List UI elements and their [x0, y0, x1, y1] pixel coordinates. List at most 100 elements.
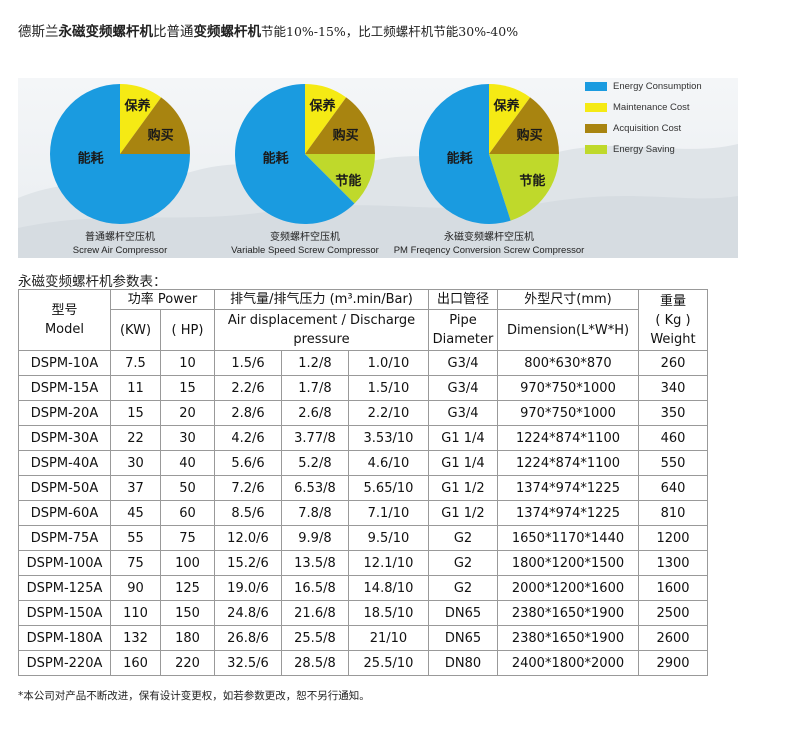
cell-kw: 45	[110, 500, 161, 526]
cell-air-6bar: 2.8/6	[214, 400, 282, 426]
cell-kw: 15	[110, 400, 161, 426]
legend: Energy Consumption Maintenance Cost Acqu…	[585, 76, 702, 160]
headline: 德斯兰永磁变频螺杆机比普通变频螺杆机节能10%-15%，比工频螺杆机节能30%-…	[18, 20, 518, 40]
pie-slice-label: 能耗	[447, 151, 473, 167]
cell-kw: 37	[110, 475, 161, 501]
cell-kw: 22	[110, 425, 161, 451]
cell-weight: 1300	[638, 550, 708, 576]
header-air-en-1: Air displacement / Discharge	[227, 313, 416, 328]
cell-model: DSPM-50A	[18, 475, 111, 501]
cell-dimension: 970*750*1000	[497, 400, 639, 426]
cell-pipe: G3/4	[428, 400, 498, 426]
header-pipe-en: Pipe Diameter	[428, 309, 498, 351]
cell-weight: 2500	[638, 600, 708, 626]
cell-weight: 810	[638, 500, 708, 526]
cell-dimension: 800*630*870	[497, 350, 639, 376]
cell-air-10bar: 14.8/10	[347, 575, 430, 601]
cell-kw: 110	[110, 600, 161, 626]
cell-dimension: 970*750*1000	[497, 375, 639, 401]
cell-hp: 40	[160, 450, 215, 476]
cell-air-8bar: 1.7/8	[280, 375, 349, 401]
cell-air-6bar: 12.0/6	[214, 525, 282, 551]
pie-slice-label: 节能	[335, 173, 361, 189]
table-row: DSPM-10A 7.5 10 1.5/6 1.2/8 1.0/10 G3/4 800*630…	[18, 350, 708, 376]
cell-pipe: DN80	[428, 650, 498, 676]
pie-caption-en: PM Freqency Conversion Screw Compressor	[394, 245, 585, 256]
cell-pipe: G3/4	[428, 350, 498, 376]
legend-swatch	[585, 124, 607, 133]
cell-kw: 55	[110, 525, 161, 551]
header-power: 功率 Power	[110, 289, 215, 310]
cell-air-6bar: 1.5/6	[214, 350, 282, 376]
cell-kw: 90	[110, 575, 161, 601]
pie-slice	[120, 84, 162, 154]
cell-air-8bar: 28.5/8	[280, 650, 349, 676]
cell-air-10bar: 9.5/10	[347, 525, 430, 551]
cell-air-8bar: 9.9/8	[280, 525, 349, 551]
cell-weight: 1200	[638, 525, 708, 551]
table-body: DSPM-10A 7.5 10 1.5/6 1.2/8 1.0/10 G3/4 800*630…	[18, 350, 708, 676]
cell-model: DSPM-100A	[18, 550, 111, 576]
pie-caption-en: Screw Air Compressor	[73, 245, 168, 256]
header-weight-cn: 重量	[659, 293, 686, 309]
pie-slice-label: 能耗	[78, 151, 104, 167]
cell-air-10bar: 18.5/10	[347, 600, 430, 626]
cell-air-10bar: 1.5/10	[347, 375, 430, 401]
cell-model: DSPM-75A	[18, 525, 111, 551]
cell-air-10bar: 25.5/10	[347, 650, 430, 676]
table-row: DSPM-50A 37 50 7.2/6 6.53/8 5.65/10 G1 1/2 1374…	[18, 475, 708, 501]
pie-slice-label: 保养	[308, 98, 336, 114]
cell-pipe: G2	[428, 525, 498, 551]
cell-air-8bar: 7.8/8	[280, 500, 349, 526]
header-air-cn: 排气量/排气压力 (m³.min/Bar)	[214, 289, 429, 310]
header-model-cn: 型号	[51, 303, 78, 318]
pie-slice-label: 节能	[519, 173, 545, 189]
cell-air-10bar: 5.65/10	[347, 475, 430, 501]
cell-hp: 150	[160, 600, 215, 626]
cell-air-6bar: 19.0/6	[214, 575, 282, 601]
cell-hp: 220	[160, 650, 215, 676]
cell-weight: 640	[638, 475, 708, 501]
cell-dimension: 2400*1800*2000	[497, 650, 639, 676]
cell-air-8bar: 5.2/8	[280, 450, 349, 476]
cell-air-6bar: 2.2/6	[214, 375, 282, 401]
header-model-en: Model	[44, 322, 85, 337]
pie-chart-banner: 保养 购买 能耗 普通螺杆空压机 Screw Air Compressor 保养 购买 节能 能…	[18, 78, 738, 258]
cell-hp: 60	[160, 500, 215, 526]
header-kw: (KW)	[110, 309, 161, 351]
cell-kw: 132	[110, 625, 161, 651]
cell-air-8bar: 3.77/8	[280, 425, 349, 451]
cell-weight: 340	[638, 375, 708, 401]
spec-table: 型号 Model 功率 Power 排气量/排气压力 (m³.min/Bar) 出…	[18, 289, 708, 676]
header-pipe-cn: 出口管径	[428, 289, 498, 310]
cell-dimension: 1374*974*1225	[497, 500, 639, 526]
cell-model: DSPM-125A	[18, 575, 111, 601]
cell-hp: 75	[160, 525, 215, 551]
cell-hp: 125	[160, 575, 215, 601]
cell-air-6bar: 8.5/6	[214, 500, 282, 526]
cell-dimension: 2380*1650*1900	[497, 600, 639, 626]
cell-dimension: 1224*874*1100	[497, 425, 639, 451]
cell-pipe: G3/4	[428, 375, 498, 401]
cell-air-8bar: 2.6/8	[280, 400, 349, 426]
cell-dimension: 1650*1170*1440	[497, 525, 639, 551]
header-model: 型号 Model	[18, 289, 111, 351]
cell-air-10bar: 1.0/10	[347, 350, 430, 376]
cell-model: DSPM-40A	[18, 450, 111, 476]
headline-compare: 比普通	[153, 24, 194, 40]
cell-weight: 1600	[638, 575, 708, 601]
cell-air-6bar: 32.5/6	[214, 650, 282, 676]
table-row: DSPM-180A 132 180 26.8/6 25.5/8 21/10 DN65 2380…	[18, 625, 708, 651]
cell-dimension: 2000*1200*1600	[497, 575, 639, 601]
headline-saving: 节能10%-15%，比工频螺杆机节能30%-40%	[261, 24, 519, 39]
pie-slice	[120, 97, 190, 154]
legend-swatch	[585, 82, 607, 91]
pie-slice	[234, 84, 355, 225]
cell-weight: 2600	[638, 625, 708, 651]
cell-weight: 350	[638, 400, 708, 426]
pie-slice-label: 购买	[148, 127, 174, 143]
cell-model: DSPM-180A	[18, 625, 111, 651]
legend-swatch	[585, 103, 607, 112]
